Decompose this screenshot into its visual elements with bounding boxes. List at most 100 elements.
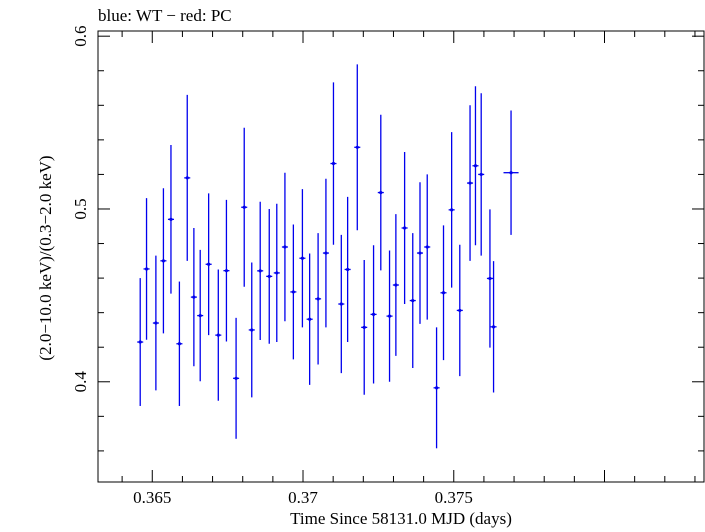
point-marker xyxy=(362,325,366,329)
data-point xyxy=(273,203,280,343)
data-point xyxy=(290,224,297,360)
data-point xyxy=(152,255,159,391)
data-point xyxy=(338,234,345,374)
point-marker xyxy=(300,256,305,260)
x-tick-label: 0.37 xyxy=(288,488,318,507)
data-point xyxy=(344,196,351,343)
point-marker xyxy=(250,328,254,332)
point-marker xyxy=(144,267,149,271)
chart-title: blue: WT − red: PC xyxy=(98,6,232,25)
point-marker xyxy=(458,308,462,313)
data-point xyxy=(241,127,248,287)
point-marker xyxy=(468,181,472,185)
point-marker xyxy=(324,251,328,255)
point-marker xyxy=(242,205,246,209)
data-point xyxy=(386,250,393,382)
data-point xyxy=(137,278,144,406)
point-marker xyxy=(425,245,429,249)
point-marker xyxy=(216,333,220,337)
data-point xyxy=(377,114,384,271)
point-marker xyxy=(473,164,478,168)
data-point xyxy=(233,317,240,439)
data-point xyxy=(176,281,183,406)
data-point xyxy=(478,93,485,256)
point-marker xyxy=(339,302,343,306)
point-marker xyxy=(154,321,158,325)
axes: 0.365 0.37 0.375 0.4 0.5 0.6 xyxy=(71,26,704,507)
x-tick-label: 0.365 xyxy=(133,488,171,507)
point-marker xyxy=(355,145,359,149)
y-tick-label: 0.4 xyxy=(71,371,90,393)
data-point xyxy=(401,151,408,305)
data-point xyxy=(440,225,447,361)
data-point xyxy=(205,193,212,336)
data-point xyxy=(456,244,463,377)
data-point xyxy=(472,86,479,246)
point-marker xyxy=(258,269,262,273)
data-point xyxy=(361,259,368,395)
point-marker xyxy=(379,190,383,195)
point-marker xyxy=(371,312,376,316)
data-point xyxy=(416,182,424,324)
point-marker xyxy=(403,226,407,230)
data-point xyxy=(322,178,329,328)
data-point xyxy=(490,261,497,393)
plot-frame xyxy=(97,30,705,483)
data-point xyxy=(223,199,230,342)
data-point xyxy=(215,269,222,401)
point-marker xyxy=(346,267,350,272)
data-point xyxy=(448,132,455,288)
data-point xyxy=(248,262,255,398)
point-marker xyxy=(138,340,142,344)
data-point xyxy=(370,245,377,384)
point-marker xyxy=(275,271,279,275)
point-marker xyxy=(331,161,336,166)
point-marker xyxy=(441,291,446,295)
point-marker xyxy=(161,259,166,263)
point-marker xyxy=(488,276,492,281)
data-point xyxy=(167,145,174,294)
point-marker xyxy=(479,172,483,177)
y-tick-label: 0.5 xyxy=(71,198,90,219)
data-point xyxy=(160,188,167,334)
data-point xyxy=(424,174,431,320)
data-point xyxy=(257,201,264,340)
y-axis-label: (2.0−10.0 keV)/(0.3−2.0 keV) xyxy=(36,155,55,361)
point-marker xyxy=(192,295,196,299)
data-point xyxy=(354,64,361,231)
data-point xyxy=(306,253,313,385)
point-marker xyxy=(509,171,513,175)
data-point xyxy=(281,172,288,322)
point-marker xyxy=(169,217,173,221)
point-marker xyxy=(387,314,392,318)
point-marker xyxy=(411,298,415,303)
point-marker xyxy=(291,290,295,294)
data-point xyxy=(197,249,204,382)
point-marker xyxy=(207,262,211,266)
data-points xyxy=(137,64,519,449)
data-point xyxy=(315,233,322,365)
point-marker xyxy=(434,386,439,390)
point-marker xyxy=(418,251,422,255)
point-marker xyxy=(224,269,229,273)
data-point xyxy=(266,208,273,344)
point-marker xyxy=(394,283,398,287)
data-point xyxy=(190,227,197,367)
data-point xyxy=(467,105,474,261)
data-point xyxy=(392,214,399,356)
x-tick-label: 0.375 xyxy=(435,488,473,507)
data-point xyxy=(486,209,493,348)
y-tick-label: 0.6 xyxy=(71,26,90,47)
data-point xyxy=(299,189,306,328)
point-marker xyxy=(234,376,238,380)
point-marker xyxy=(283,245,287,249)
data-point xyxy=(433,327,440,449)
data-point xyxy=(143,198,150,340)
point-marker xyxy=(308,317,312,321)
data-point xyxy=(184,94,191,261)
point-marker xyxy=(198,313,202,318)
x-axis-label: Time Since 58131.0 MJD (days) xyxy=(290,509,512,528)
data-point xyxy=(409,233,416,368)
point-marker xyxy=(267,274,271,278)
